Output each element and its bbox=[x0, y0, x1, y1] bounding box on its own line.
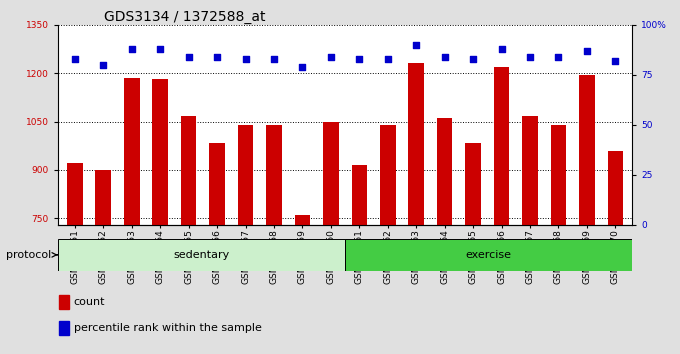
Text: percentile rank within the sample: percentile rank within the sample bbox=[73, 323, 262, 333]
Point bbox=[183, 54, 194, 59]
Bar bbox=[67, 164, 83, 225]
Point bbox=[297, 64, 308, 70]
Point bbox=[354, 56, 364, 62]
Bar bbox=[95, 170, 111, 225]
Point bbox=[553, 54, 564, 59]
Bar bbox=[266, 125, 282, 225]
Point bbox=[411, 42, 422, 48]
Bar bbox=[380, 125, 396, 225]
Bar bbox=[152, 79, 168, 225]
Point bbox=[98, 62, 109, 68]
Bar bbox=[59, 321, 69, 335]
Point bbox=[439, 54, 450, 59]
FancyBboxPatch shape bbox=[345, 239, 632, 271]
Point bbox=[326, 54, 337, 59]
Bar bbox=[238, 125, 254, 225]
Bar bbox=[294, 215, 310, 225]
Point bbox=[126, 46, 137, 52]
Text: protocol: protocol bbox=[6, 250, 57, 260]
Bar bbox=[124, 78, 139, 225]
Text: GDS3134 / 1372588_at: GDS3134 / 1372588_at bbox=[104, 10, 265, 24]
Point bbox=[69, 56, 80, 62]
Point bbox=[610, 58, 621, 64]
FancyBboxPatch shape bbox=[58, 239, 345, 271]
Point bbox=[211, 54, 222, 59]
Point bbox=[581, 48, 592, 53]
Bar bbox=[209, 143, 225, 225]
Point bbox=[382, 56, 393, 62]
Bar bbox=[465, 143, 481, 225]
Bar bbox=[409, 63, 424, 225]
Text: count: count bbox=[73, 297, 105, 307]
Point bbox=[155, 46, 166, 52]
Bar bbox=[522, 116, 538, 225]
Point bbox=[269, 56, 279, 62]
Bar bbox=[59, 295, 69, 309]
Bar bbox=[607, 150, 623, 225]
Text: sedentary: sedentary bbox=[173, 250, 230, 260]
Point bbox=[240, 56, 251, 62]
Point bbox=[524, 54, 535, 59]
Bar bbox=[352, 165, 367, 225]
Bar bbox=[181, 116, 197, 225]
Point bbox=[496, 46, 507, 52]
Bar bbox=[494, 67, 509, 225]
Point bbox=[468, 56, 479, 62]
Bar bbox=[551, 125, 566, 225]
Bar bbox=[323, 121, 339, 225]
Text: exercise: exercise bbox=[466, 250, 512, 260]
Bar bbox=[437, 118, 452, 225]
Bar bbox=[579, 75, 595, 225]
